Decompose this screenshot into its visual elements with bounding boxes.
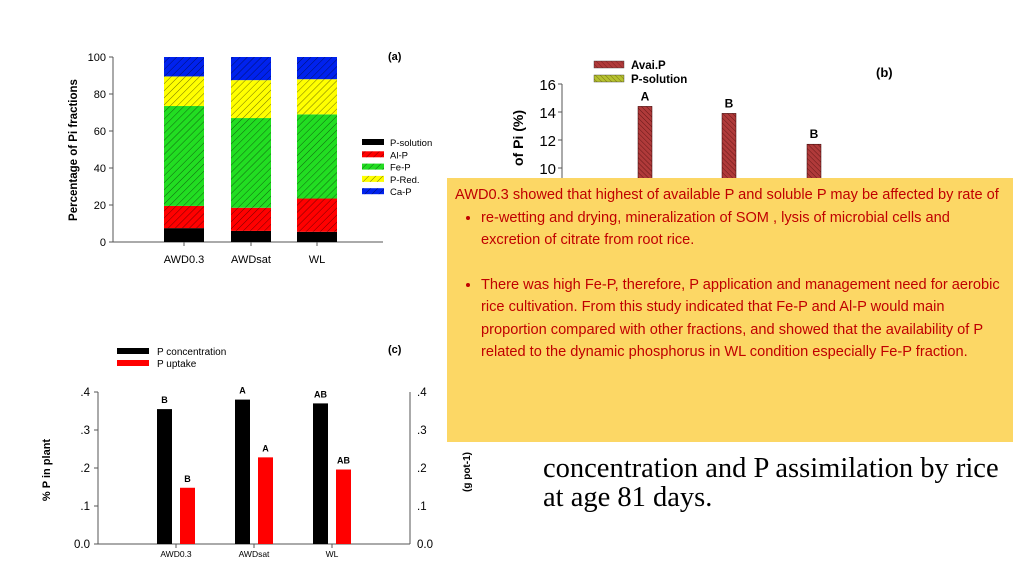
y-axis-label-c: % P in plant xyxy=(41,439,53,501)
x-tick-label-c: AWD0.3 xyxy=(160,549,192,559)
y-tick-label-c: .4 xyxy=(80,387,90,399)
significance-label-c: B xyxy=(161,395,168,405)
significance-label-c: AB xyxy=(337,456,350,466)
y-tick-label-a: 40 xyxy=(94,163,106,175)
y-axis-label-a: Percentage of Pi fractions xyxy=(68,79,80,221)
callout-bullets: re-wetting and drying, mineralization of… xyxy=(455,207,1005,364)
x-tick-label-a: AWD0.3 xyxy=(164,254,205,266)
legend-label-a: Ca-P xyxy=(390,187,412,198)
bar-hatch xyxy=(297,198,337,232)
y-tick-label-a: 80 xyxy=(94,89,106,101)
bar-hatch xyxy=(231,57,271,81)
caption-line: concentration and P assimilation by rice xyxy=(543,453,999,484)
x-tick-label-c: WL xyxy=(326,549,339,559)
legend-label-c: P uptake xyxy=(157,359,197,370)
y-tick-label-c: .1 xyxy=(80,501,90,513)
figure-caption: concentration and P assimilation by rice… xyxy=(543,454,999,512)
x-tick-label-a: AWDsat xyxy=(231,254,271,266)
legend-swatch-c xyxy=(117,348,149,354)
significance-label-b: A xyxy=(641,89,650,103)
chart-c-p-plant: (c) % P in plant (g pot-1) 0.0 0.0 .1 .1 .2.… xyxy=(41,344,473,559)
panel-label-b: (b) xyxy=(876,65,893,80)
legend-label-a: P-Red. xyxy=(390,175,420,186)
callout-bullet: re-wetting and drying, mineralization of… xyxy=(481,207,1005,252)
bar-hatch xyxy=(231,207,271,231)
bar-hatch xyxy=(231,80,271,119)
y-tick-label-a: 20 xyxy=(94,200,106,212)
y-tick-label-b: 14 xyxy=(539,105,556,122)
legend-label-c: P concentration xyxy=(157,347,226,358)
bar-segment-p-solution xyxy=(231,230,271,242)
y-tick-label-a: 100 xyxy=(88,52,106,64)
legend-label-a: Fe-P xyxy=(390,163,411,174)
y-tick-label-c: 0.0 xyxy=(74,539,90,551)
bar-p-uptake xyxy=(180,487,195,544)
legend-label-a: P-solution xyxy=(390,138,432,149)
legend-hatch-a xyxy=(362,188,384,195)
caption-line: at age 81 days. xyxy=(543,482,713,513)
y-tick-label-right-c: 0.0 xyxy=(417,539,433,551)
bar-segment-p-solution xyxy=(297,231,337,242)
significance-label-c: A xyxy=(239,386,246,396)
chart-a-fractions: (a) Percentage of Pi fractions 0 20 40 60 80… xyxy=(68,51,432,266)
legend-hatch-b xyxy=(594,75,624,82)
y-tick-label-b: 12 xyxy=(539,133,556,150)
legend-swatch-a xyxy=(362,139,384,145)
bar-p-uptake xyxy=(258,457,273,544)
y-tick-label-c: .3 xyxy=(80,425,90,437)
y-tick-label-a: 0 xyxy=(100,237,106,249)
panel-label-c: (c) xyxy=(388,344,402,356)
bar-hatch xyxy=(297,79,337,115)
bar-hatch xyxy=(297,57,337,80)
x-tick-label-a: WL xyxy=(309,254,326,266)
legend-label-b: P-solution xyxy=(631,74,687,86)
y-tick-label-right-c: .4 xyxy=(417,387,427,399)
bar-hatch xyxy=(164,106,204,206)
bar-hatch xyxy=(164,76,204,107)
significance-label-c: B xyxy=(184,474,191,484)
legend-hatch-a xyxy=(362,175,384,182)
significance-label-b: B xyxy=(810,127,819,141)
bar-p-concentration xyxy=(235,399,250,544)
y-tick-label-b: 16 xyxy=(539,77,556,94)
significance-label-c: AB xyxy=(314,389,327,399)
legend-hatch-b xyxy=(594,61,624,68)
legend-hatch-a xyxy=(362,163,384,170)
callout-intro: AWD0.3 showed that highest of available … xyxy=(455,187,999,203)
bar-p-uptake xyxy=(336,469,351,544)
significance-label-c: A xyxy=(262,443,269,453)
y-tick-label-c: .2 xyxy=(80,463,90,475)
y-tick-label-right-c: .2 xyxy=(417,463,427,475)
summary-callout: AWD0.3 showed that highest of available … xyxy=(447,178,1013,442)
y-tick-label-right-c: .3 xyxy=(417,425,427,437)
legend-label-b: Avai.P xyxy=(631,60,666,72)
legend-hatch-a xyxy=(362,151,384,158)
legend-swatch-c xyxy=(117,360,149,366)
bar-hatch xyxy=(164,57,204,77)
x-tick-label-c: AWDsat xyxy=(239,549,270,559)
bar-hatch xyxy=(231,118,271,208)
callout-bullet: There was high Fe-P, therefore, P applic… xyxy=(481,274,1005,364)
bar-segment-p-solution xyxy=(164,228,204,242)
y-tick-label-a: 60 xyxy=(94,126,106,138)
bar-hatch xyxy=(297,114,337,199)
significance-label-b: B xyxy=(725,96,734,110)
y-tick-label-right-c: .1 xyxy=(417,501,427,513)
panel-label-a: (a) xyxy=(388,51,402,63)
bar-p-concentration xyxy=(157,409,172,544)
y-axis-right-label-c: (g pot-1) xyxy=(462,452,473,492)
bar-p-concentration xyxy=(313,403,328,544)
bar-hatch xyxy=(164,205,204,229)
y-tick-label-b: 10 xyxy=(539,161,556,178)
legend-label-a: Al-P xyxy=(390,150,408,161)
y-axis-label-b: of Pi (%) xyxy=(510,110,526,166)
